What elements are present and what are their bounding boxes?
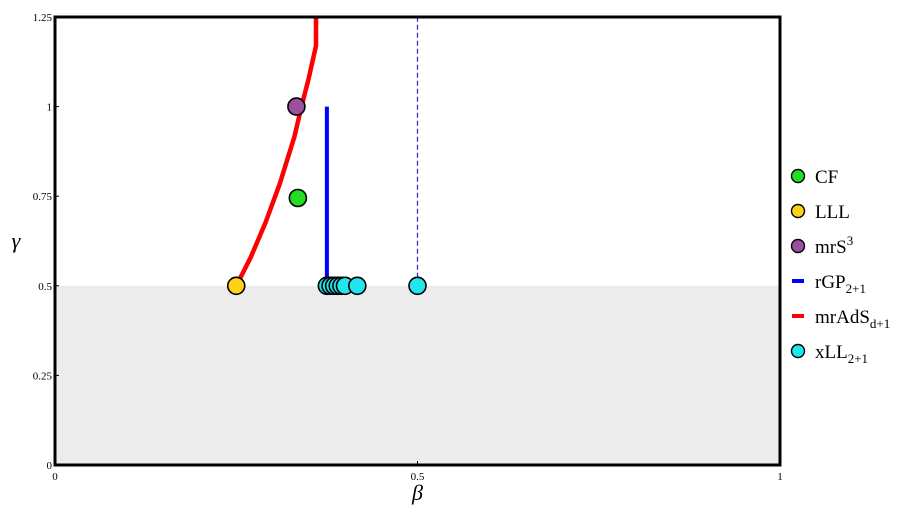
legend-label-main: CF <box>815 167 838 188</box>
y-tick-label-0: 0 <box>47 460 53 472</box>
legend-label-main: mrS <box>815 237 847 258</box>
legend-label-LLL: LLL <box>815 202 850 223</box>
point-xLL-7 <box>408 276 427 296</box>
x-tick-label-1: 0.5 <box>411 471 425 483</box>
legend-label-mrS: mrS3 <box>815 233 853 258</box>
x-tick-label-2: 1 <box>777 471 783 483</box>
point-mrS-0 <box>287 97 306 116</box>
point-CF-0 <box>288 188 308 208</box>
legend-item-xLL: xLL2+1 <box>790 342 868 366</box>
x-axis-label: β <box>411 480 423 505</box>
y-axis-label: γ <box>12 228 22 253</box>
legend-label-main: LLL <box>815 202 850 223</box>
legend-label-subscript: d+1 <box>870 316 890 331</box>
y-tick-label-3: 0.75 <box>33 191 53 203</box>
y-tick-label-2: 0.5 <box>38 281 52 293</box>
series-line-mrAdS <box>234 17 319 287</box>
legend-item-CF: CF <box>790 167 838 188</box>
legend-item-mrS: mrS3 <box>790 233 853 258</box>
legend-marker-mrS <box>790 238 806 254</box>
legend-marker-LLL <box>790 203 806 219</box>
shaded-region <box>55 285 780 465</box>
y-tick-label-5: 1.25 <box>33 12 53 24</box>
legend-item-rGP: rGP2+1 <box>792 272 866 296</box>
legend-label-subscript: 2+1 <box>848 351 868 366</box>
legend-marker-rGP <box>792 279 804 283</box>
y-tick-label-1: 0.25 <box>33 370 53 382</box>
legend-label-CF: CF <box>815 167 838 188</box>
y-tick-label-4: 1 <box>47 102 53 114</box>
legend-label-subscript: 2+1 <box>846 281 866 296</box>
legend-marker-xLL <box>790 343 806 359</box>
point-LLL-0 <box>226 276 246 296</box>
legend-label-main: xLL <box>815 342 848 363</box>
legend-item-LLL: LLL <box>790 202 850 223</box>
legend-label-xLL: xLL2+1 <box>815 342 868 366</box>
legend-label-main: rGP <box>815 272 846 293</box>
legend-label-main: mrAdS <box>815 307 870 328</box>
x-tick-label-0: 0 <box>52 471 58 483</box>
legend-label-rGP: rGP2+1 <box>815 272 866 296</box>
legend-marker-mrAdS <box>792 314 804 318</box>
legend-label-superscript: 3 <box>847 233 854 248</box>
legend-marker-CF <box>790 168 806 184</box>
point-xLL-6 <box>348 276 367 296</box>
legend-label-mrAdS: mrAdSd+1 <box>815 307 890 331</box>
legend-item-mrAdS: mrAdSd+1 <box>792 307 890 331</box>
